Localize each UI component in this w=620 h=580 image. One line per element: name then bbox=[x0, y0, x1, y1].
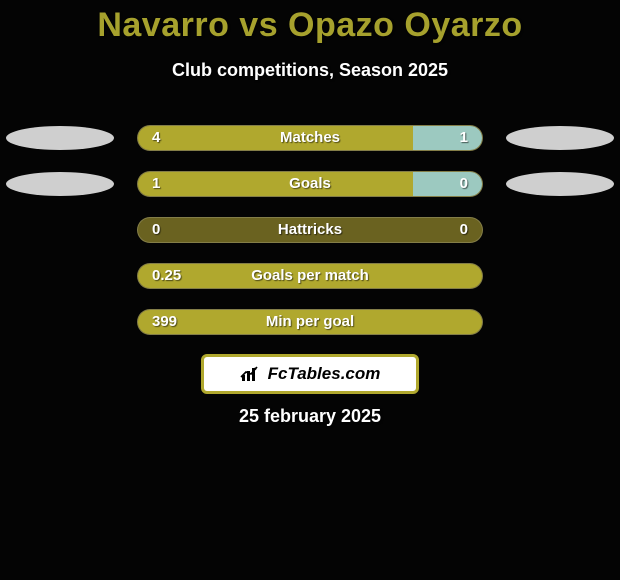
stat-label: Hattricks bbox=[137, 217, 483, 243]
stat-label: Matches bbox=[137, 125, 483, 151]
chart-icon bbox=[240, 365, 262, 383]
player-chip-left bbox=[6, 172, 114, 196]
stats-container: Matches41Goals10Hattricks00Goals per mat… bbox=[0, 125, 620, 355]
page-subtitle: Club competitions, Season 2025 bbox=[0, 60, 620, 81]
stat-label: Min per goal bbox=[137, 309, 483, 335]
stat-value-left: 1 bbox=[152, 171, 160, 197]
stat-row: Goals1 0 bbox=[0, 171, 620, 197]
page-date: 25 february 2025 bbox=[0, 406, 620, 427]
source-badge-text: FcTables.com bbox=[268, 364, 381, 384]
stat-value-right: 1 bbox=[460, 125, 468, 151]
stat-row: Min per goal399 bbox=[0, 309, 620, 335]
stat-label: Goals per match bbox=[137, 263, 483, 289]
stat-value-right: 0 bbox=[460, 217, 468, 243]
stat-value-left: 0 bbox=[152, 217, 160, 243]
stat-value-left: 4 bbox=[152, 125, 160, 151]
player-chip-right bbox=[506, 172, 614, 196]
stat-row: Hattricks0 0 bbox=[0, 217, 620, 243]
stat-label: Goals bbox=[137, 171, 483, 197]
player-chip-left bbox=[6, 126, 114, 150]
stat-value-right: 0 bbox=[460, 171, 468, 197]
source-badge: FcTables.com bbox=[201, 354, 419, 394]
page-title: Navarro vs Opazo Oyarzo bbox=[0, 6, 620, 45]
stat-value-left: 399 bbox=[152, 309, 177, 335]
player-chip-right bbox=[506, 126, 614, 150]
stat-row: Goals per match0.25 bbox=[0, 263, 620, 289]
stat-value-left: 0.25 bbox=[152, 263, 181, 289]
stat-row: Matches4 1 bbox=[0, 125, 620, 151]
